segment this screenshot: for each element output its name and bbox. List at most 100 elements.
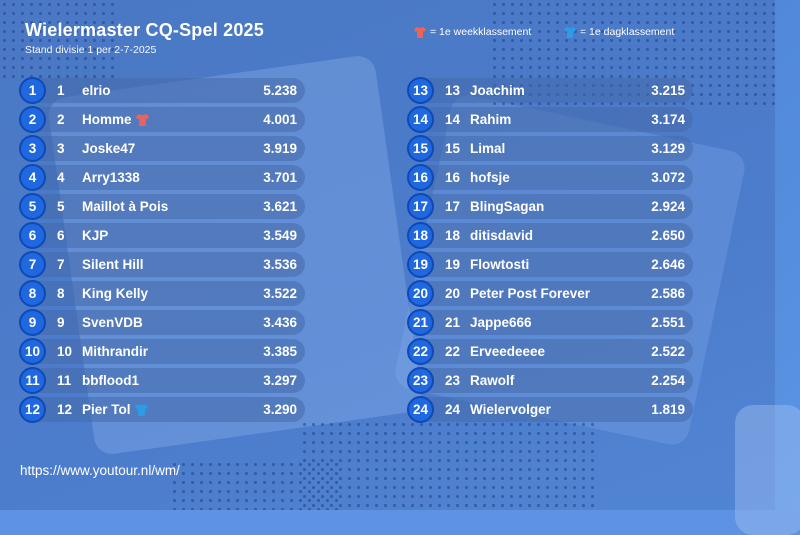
rank-badge: 3	[19, 135, 46, 162]
player-name: Joachim	[470, 83, 525, 98]
player-name: Joske47	[82, 141, 135, 156]
player-name-text: King Kelly	[82, 286, 149, 301]
player-score: 3.174	[651, 112, 685, 127]
table-row: 7 7 Silent Hill 3.536	[19, 251, 305, 278]
table-row: 22 22 Erveedeeee 2.522	[407, 338, 693, 365]
player-name: Arry1338	[82, 170, 140, 185]
player-name-text: BlingSagan	[470, 199, 545, 214]
player-score: 3.072	[651, 170, 685, 185]
rank-number: 17	[445, 199, 461, 214]
table-row: 10 10 Mithrandir 3.385	[19, 338, 305, 365]
rank-number: 10	[57, 344, 73, 359]
player-name: King Kelly	[82, 286, 148, 301]
rank-number: 8	[57, 286, 65, 301]
player-score: 2.551	[651, 315, 685, 330]
player-name-text: Erveedeeee	[470, 344, 546, 359]
rank-badge: 9	[19, 309, 46, 336]
player-name-text: elrio	[82, 83, 111, 98]
player-score: 3.385	[263, 344, 297, 359]
player-score: 2.650	[651, 228, 685, 243]
player-score: 3.129	[651, 141, 685, 156]
daily-jersey-icon	[134, 403, 148, 416]
rank-number: 6	[57, 228, 65, 243]
rank-badge: 10	[19, 338, 46, 365]
table-row: 13 13 Joachim 3.215	[407, 77, 693, 104]
legend-daily: = 1e dagklassement	[564, 26, 674, 38]
rank-badge: 2	[19, 106, 46, 133]
player-name-text: SvenVDB	[82, 315, 143, 330]
rank-badge: 13	[407, 77, 434, 104]
table-row: 11 11 bbflood1 3.297	[19, 367, 305, 394]
player-name: ditisdavid	[470, 228, 533, 243]
player-name-text: bbflood1	[82, 373, 139, 388]
player-name: Jappe666	[470, 315, 532, 330]
player-score: 2.254	[651, 373, 685, 388]
table-row: 1 1 elrio 5.238	[19, 77, 305, 104]
player-name: Peter Post Forever	[470, 286, 590, 301]
player-score: 3.621	[263, 199, 297, 214]
rank-number: 20	[445, 286, 461, 301]
player-name: Mithrandir	[82, 344, 148, 359]
weekly-jersey-icon	[414, 26, 426, 38]
player-score: 2.586	[651, 286, 685, 301]
player-name-text: Rahim	[470, 112, 512, 127]
decor-dots	[0, 0, 120, 80]
rank-badge: 15	[407, 135, 434, 162]
rank-badge: 18	[407, 222, 434, 249]
rank-badge: 7	[19, 251, 46, 278]
player-score: 3.215	[651, 83, 685, 98]
page-title: Wielermaster CQ-Spel 2025	[25, 20, 264, 40]
table-row: 12 12 Pier Tol 3.290	[19, 396, 305, 423]
decor-shape	[735, 405, 800, 535]
player-score: 2.522	[651, 344, 685, 359]
table-row: 6 6 KJP 3.549	[19, 222, 305, 249]
table-row: 4 4 Arry1338 3.701	[19, 164, 305, 191]
daily-jersey-icon	[564, 26, 576, 38]
rank-number: 1	[57, 83, 65, 98]
player-score: 3.701	[263, 170, 297, 185]
footer-url[interactable]: https://www.youtour.nl/wm/	[20, 463, 180, 478]
player-name-text: Limal	[470, 141, 506, 156]
rank-badge: 19	[407, 251, 434, 278]
table-row: 2 2 Homme 4.001	[19, 106, 305, 133]
player-name-text: hofsje	[470, 170, 510, 185]
player-score: 3.536	[263, 257, 297, 272]
rank-badge: 1	[19, 77, 46, 104]
rank-badge: 14	[407, 106, 434, 133]
player-name-text: Pier Tol	[82, 402, 131, 417]
player-score: 3.919	[263, 141, 297, 156]
player-name-text: Maillot à Pois	[82, 199, 169, 214]
rank-number: 14	[445, 112, 461, 127]
rank-number: 21	[445, 315, 461, 330]
player-name: BlingSagan	[470, 199, 544, 214]
player-name: Limal	[470, 141, 505, 156]
player-score: 1.819	[651, 402, 685, 417]
player-name-text: ditisdavid	[470, 228, 534, 243]
player-name-text: Jappe666	[470, 315, 532, 330]
table-row: 23 23 Rawolf 2.254	[407, 367, 693, 394]
bottom-bar	[0, 510, 800, 535]
player-name-text: Homme	[82, 112, 132, 127]
rank-number: 19	[445, 257, 461, 272]
player-score: 3.522	[263, 286, 297, 301]
header: Wielermaster CQ-Spel 2025 Stand divisie …	[25, 20, 264, 56]
table-row: 8 8 King Kelly 3.522	[19, 280, 305, 307]
rank-badge: 8	[19, 280, 46, 307]
rank-badge: 11	[19, 367, 46, 394]
player-name-text: Peter Post Forever	[470, 286, 591, 301]
player-name-text: Joske47	[82, 141, 136, 156]
rank-badge: 5	[19, 193, 46, 220]
rank-badge: 23	[407, 367, 434, 394]
page-subtitle: Stand divisie 1 per 2-7-2025	[25, 44, 157, 56]
rank-number: 9	[57, 315, 65, 330]
rank-number: 15	[445, 141, 461, 156]
rank-number: 7	[57, 257, 65, 272]
rank-badge: 22	[407, 338, 434, 365]
rank-number: 13	[445, 83, 461, 98]
rank-badge: 16	[407, 164, 434, 191]
rank-number: 3	[57, 141, 65, 156]
player-name: KJP	[82, 228, 108, 243]
player-name-text: Silent Hill	[82, 257, 144, 272]
rank-number: 5	[57, 199, 65, 214]
player-score: 5.238	[263, 83, 297, 98]
